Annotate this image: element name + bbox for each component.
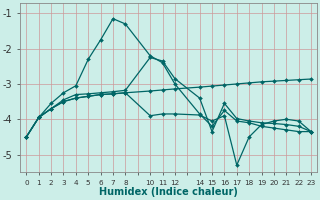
X-axis label: Humidex (Indice chaleur): Humidex (Indice chaleur) (99, 187, 238, 197)
